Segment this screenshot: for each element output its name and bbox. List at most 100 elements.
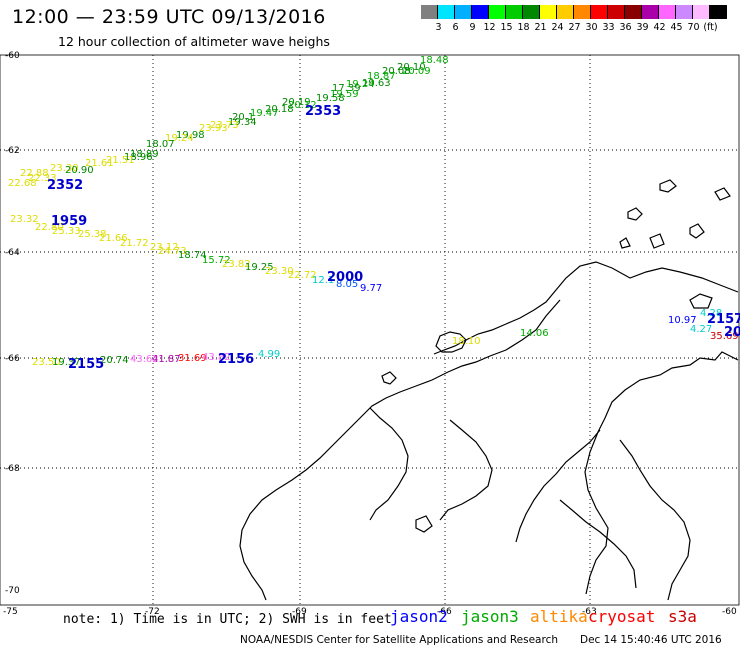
swh-reading: 20.09 [402,66,431,77]
swh-reading: 21.72 [120,238,149,249]
swh-reading: 18.96 [124,152,153,163]
swh-reading: 17.39 [332,83,361,94]
swh-reading: 20.19 [282,97,311,108]
longitude-label: -60 [722,607,737,617]
scale-swatch [421,5,438,19]
page-subtitle: 12 hour collection of altimeter wave hei… [58,34,330,49]
scale-swatch [642,5,659,19]
swh-reading: 18.74 [178,250,207,261]
scale-label: 39 [636,22,649,33]
swh-reading: 19.24 [165,133,194,144]
pass-time-label: 2353 [305,104,341,119]
island-2 [381,371,397,385]
island-8 [689,293,713,309]
scale-swatch [693,5,710,19]
scale-swatch [710,5,727,19]
scale-label: 24 [551,22,564,33]
scale-swatch [591,5,608,19]
swh-reading: 23.73 [210,120,239,131]
scale-label: 36 [619,22,632,33]
swh-reading: 23.30 [265,266,294,277]
pass-time-label: 2156 [218,352,254,367]
latitude-label: -62 [5,146,20,156]
scale-label: 42 [653,22,666,33]
scale-swatch [574,5,591,19]
scale-label: 70 [687,22,700,33]
swh-reading: 20.08 [382,66,411,77]
ice-shelf-edge [439,419,493,521]
credit-line: NOAA/NESDIS Center for Satellite Applica… [240,634,558,646]
scale-swatch [608,5,625,19]
pass-time-label: 2157 [707,312,740,327]
swh-reading: 20.74 [100,355,129,366]
antarctic-peninsula-coast [584,351,739,595]
island-9 [619,237,631,249]
longitude-label: -63 [582,607,597,617]
longitude-label: -75 [3,607,18,617]
scale-swatch [438,5,455,19]
scale-swatch [625,5,642,19]
island-7 [649,233,665,249]
scale-label: 6 [452,22,459,33]
alexander-island-coast [369,407,409,521]
swh-reading: 21.66 [99,233,128,244]
scale-label: 18 [517,22,530,33]
swh-reading: 4.27 [690,324,712,335]
swh-reading: 19.24 [346,79,375,90]
island-1 [435,331,467,353]
swh-reading: 31.69 [178,353,207,364]
satellite-cryosat: cryosat [588,607,656,626]
pass-time-label: 20 [724,325,740,340]
inland-contour-2 [559,499,637,589]
swh-reading: 22.80 [35,222,64,233]
swh-reading: 18.48 [420,55,449,66]
scale-label: 33 [602,22,615,33]
swh-reading: 25.33 [52,226,81,237]
scale-label: 27 [568,22,581,33]
swh-reading: 19.25 [245,262,274,273]
pass-time-label: 1959 [51,214,87,229]
swh-reading: 23.32 [10,214,39,225]
swh-reading: 8.05 [336,279,358,290]
latitude-label: -66 [5,354,20,364]
pass-time-label: 2155 [68,357,104,372]
swh-reading: 19.58 [316,93,345,104]
peninsula-east-coast [515,429,601,543]
latitude-label: -60 [5,51,20,61]
scale-swatch [557,5,574,19]
generated-date: Dec 14 15:40:46 UTC 2016 [580,634,722,646]
longitude-label: -72 [145,607,160,617]
swh-reading: 4.99 [258,349,280,360]
scale-swatch [472,5,489,19]
scale-swatch [489,5,506,19]
swh-reading: 19.59 [330,89,359,100]
swh-reading: 23.12 [150,242,179,253]
swh-reading: 41.87 [152,354,181,365]
swh-reading: 18.07 [146,139,175,150]
latitude-label: -64 [5,248,20,258]
swh-reading: 23.82 [222,259,251,270]
scale-label: 12 [483,22,496,33]
swh-reading: 20.18 [265,104,294,115]
swh-reading: 18.87 [367,71,396,82]
satellite-altika: altika [530,607,588,626]
coastline [239,179,739,601]
swh-reading: 19.63 [362,78,391,89]
swh-reading: 35.69 [710,331,739,342]
swh-reading: 19.37 [52,357,81,368]
swh-reading: 9.77 [360,283,382,294]
swh-reading: 10.97 [668,315,697,326]
scale-swatch [676,5,693,19]
longitude-label: -66 [437,607,452,617]
swh-reading: 20.1 [232,112,254,123]
swh-reading: 19.47 [250,108,279,119]
pass-time-label: 2000 [327,270,363,285]
swh-reading: 43.62 [130,354,159,365]
scale-label: 9 [469,22,476,33]
swh-reading: 20.90 [65,165,94,176]
swh-reading: 21.51 [106,155,135,166]
satellite-jason2: jason2 [390,607,448,626]
scale-swatch [540,5,557,19]
peninsula-west-coast [239,299,561,601]
